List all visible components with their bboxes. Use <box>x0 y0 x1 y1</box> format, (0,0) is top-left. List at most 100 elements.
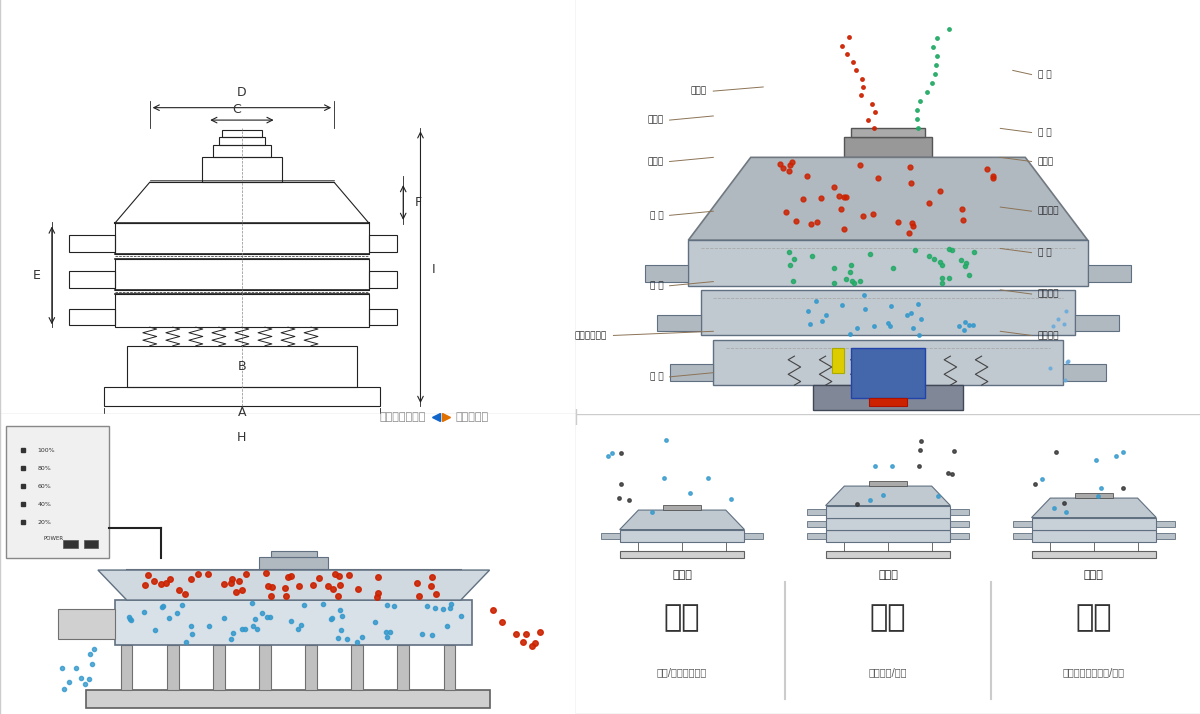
Text: 过滤: 过滤 <box>870 603 906 633</box>
Bar <box>851 348 925 398</box>
Bar <box>806 533 826 538</box>
Bar <box>1013 533 1032 538</box>
Polygon shape <box>98 570 490 600</box>
Text: A: A <box>238 406 246 418</box>
Text: 网 架: 网 架 <box>1038 128 1051 137</box>
Text: 颗粒/粉末准确分级: 颗粒/粉末准确分级 <box>656 667 707 677</box>
Text: 筛 网: 筛 网 <box>1038 70 1051 79</box>
Bar <box>121 645 132 690</box>
Text: POWER: POWER <box>43 536 64 541</box>
Bar <box>826 518 950 530</box>
Text: 除杂: 除杂 <box>1075 603 1112 633</box>
Text: 运输固定螺栓: 运输固定螺栓 <box>575 331 607 340</box>
Bar <box>950 521 970 526</box>
Text: F: F <box>415 196 422 209</box>
Bar <box>368 235 397 252</box>
Bar <box>619 550 744 558</box>
Polygon shape <box>826 486 950 506</box>
Bar <box>115 258 368 290</box>
Bar <box>1075 493 1112 498</box>
Bar <box>689 240 1087 286</box>
Bar <box>352 645 362 690</box>
Bar <box>869 398 907 406</box>
Bar <box>397 645 409 690</box>
Bar <box>214 645 224 690</box>
Bar <box>259 645 271 690</box>
Bar <box>115 223 368 254</box>
Bar <box>1087 265 1132 281</box>
Bar <box>70 235 115 252</box>
Text: 防尘盖: 防尘盖 <box>647 116 664 125</box>
Text: 上部重锤: 上部重锤 <box>1038 206 1060 216</box>
Bar <box>950 509 970 515</box>
Bar <box>103 387 380 406</box>
Circle shape <box>14 534 31 543</box>
Text: 去除异物/结块: 去除异物/结块 <box>869 667 907 677</box>
Text: 结构示意图: 结构示意图 <box>456 412 490 422</box>
Bar <box>845 136 931 157</box>
Text: 筛 盘: 筛 盘 <box>1038 248 1051 257</box>
Bar <box>368 308 397 325</box>
Bar <box>744 533 763 538</box>
Bar <box>1157 521 1175 526</box>
Text: C: C <box>232 103 240 116</box>
Bar <box>1013 521 1032 526</box>
Polygon shape <box>1032 498 1157 518</box>
Text: 振动电机: 振动电机 <box>1038 289 1060 298</box>
Text: 下部重锤: 下部重锤 <box>1038 331 1060 340</box>
Bar <box>86 690 490 708</box>
Text: 三层式: 三层式 <box>878 570 898 580</box>
Bar <box>305 645 317 690</box>
Text: D: D <box>238 86 247 99</box>
Text: 40%: 40% <box>37 501 52 507</box>
Text: H: H <box>238 431 247 443</box>
Bar <box>832 348 845 373</box>
Text: 60%: 60% <box>37 483 52 488</box>
Text: 出料口: 出料口 <box>647 157 664 166</box>
Bar <box>214 145 271 157</box>
Bar <box>167 645 179 690</box>
Bar <box>202 157 282 182</box>
Bar <box>127 346 358 387</box>
Text: 外形尺寸示意图: 外形尺寸示意图 <box>379 412 426 422</box>
Bar <box>444 645 455 690</box>
Text: 机 座: 机 座 <box>649 372 664 381</box>
Polygon shape <box>115 182 368 223</box>
Bar <box>664 505 701 510</box>
Text: 进料口: 进料口 <box>691 86 707 96</box>
Polygon shape <box>619 510 744 530</box>
Bar <box>70 308 115 325</box>
Text: E: E <box>32 269 41 282</box>
Bar <box>826 506 950 518</box>
Bar <box>1157 533 1175 538</box>
Bar <box>271 550 317 557</box>
Text: 80%: 80% <box>37 466 52 471</box>
Text: 20%: 20% <box>37 520 52 525</box>
Bar <box>1075 315 1118 331</box>
Bar <box>64 540 78 548</box>
Bar <box>58 609 115 639</box>
Text: 弹 簧: 弹 簧 <box>649 281 664 291</box>
Bar <box>701 290 1075 336</box>
Bar <box>70 271 115 288</box>
Bar <box>218 136 265 145</box>
Bar <box>259 557 329 568</box>
Text: 去除液体中的颗粒/异物: 去除液体中的颗粒/异物 <box>1063 667 1124 677</box>
Bar <box>644 265 689 281</box>
Bar <box>1032 518 1157 530</box>
Bar <box>670 364 713 381</box>
Bar <box>806 509 826 515</box>
Text: 加重块: 加重块 <box>1038 157 1054 166</box>
Bar <box>368 271 397 288</box>
Bar <box>950 533 970 538</box>
Bar <box>619 530 744 541</box>
Text: 束 环: 束 环 <box>649 211 664 220</box>
Bar <box>826 530 950 541</box>
Bar <box>826 550 950 558</box>
Bar <box>713 340 1063 385</box>
Text: B: B <box>238 360 246 373</box>
Bar <box>1032 550 1157 558</box>
Bar <box>1063 364 1106 381</box>
Text: 100%: 100% <box>37 448 55 453</box>
Text: 单层式: 单层式 <box>672 570 692 580</box>
